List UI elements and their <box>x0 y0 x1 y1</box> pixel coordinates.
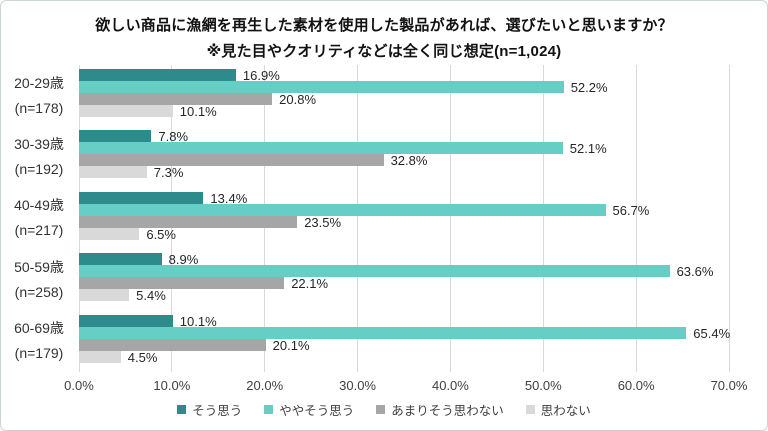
legend-swatch <box>525 405 535 414</box>
bar <box>79 338 266 351</box>
bar-value-label: 4.5% <box>127 349 158 365</box>
bar <box>79 154 384 167</box>
bar <box>79 326 687 339</box>
bar-value-label: 22.1% <box>291 276 329 292</box>
category-sublabel: (n=192) <box>14 161 64 178</box>
category-sublabel: (n=179) <box>14 345 64 362</box>
bar-value-label: 52.1% <box>569 141 607 157</box>
bar <box>79 203 606 216</box>
bar <box>79 265 670 278</box>
legend-label: あまりそう思わない <box>391 404 504 418</box>
bar-value-label: 16.9% <box>242 68 280 83</box>
chart-subtitle: ※見た目やクオリティなどは全く同じ想定(n=1,024) <box>206 43 562 60</box>
bar <box>79 277 285 290</box>
category-label: 20-29歳 <box>14 74 64 91</box>
bar <box>79 227 140 240</box>
legend-item: 思わない <box>525 400 591 419</box>
x-tick-label: 20.0% <box>246 378 284 393</box>
x-tick-label: 10.0% <box>153 378 191 393</box>
bar <box>79 253 162 266</box>
gridline <box>449 65 451 372</box>
bar-value-label: 20.1% <box>272 337 310 353</box>
bar-value-label: 6.5% <box>146 226 176 242</box>
bar-value-label: 52.2% <box>570 80 608 95</box>
category-label-block: 60-69歳 (n=179) <box>1 311 77 372</box>
category-sublabel: (n=258) <box>14 283 64 300</box>
category-label-block: 40-49歳 (n=217) <box>1 188 77 249</box>
bar <box>79 81 564 93</box>
bar <box>79 69 236 81</box>
gridline <box>728 65 730 372</box>
bar-value-label: 20.8% <box>279 92 317 107</box>
legend-label: そう思う <box>192 404 243 418</box>
bar <box>79 93 273 105</box>
category-label: 40-49歳 <box>14 197 64 214</box>
bar <box>79 166 147 179</box>
gridline <box>357 65 359 372</box>
bar <box>79 191 204 204</box>
x-tick-label: 30.0% <box>339 378 376 393</box>
x-tick-label: 70.0% <box>710 378 748 393</box>
bar-value-label: 63.6% <box>676 264 714 280</box>
bar-value-label: 10.1% <box>179 104 217 119</box>
x-tick-label: 0.0% <box>64 378 94 393</box>
category-label-block: 30-39歳 (n=192) <box>1 126 77 187</box>
bar-value-label: 23.5% <box>304 214 342 230</box>
legend: そう思う ややそう思う あまりそう思わない 思わない <box>1 400 767 419</box>
bar <box>79 314 173 327</box>
bar-value-label: 8.9% <box>168 252 199 268</box>
bar <box>79 130 152 143</box>
bar <box>79 289 130 302</box>
x-tick-label: 40.0% <box>431 378 469 393</box>
x-tick-label: 60.0% <box>617 378 655 393</box>
category-label: 30-39歳 <box>14 136 64 153</box>
chart-title: 欲しい商品に漁網を再生した素材を使用した製品があれば、選びたいと思いますか？ <box>95 17 673 34</box>
category-sublabel: (n=178) <box>14 99 64 116</box>
category-label: 60-69歳 <box>14 320 64 337</box>
legend-swatch <box>264 405 274 414</box>
gridline <box>635 65 637 372</box>
bar-value-label: 65.4% <box>693 325 731 341</box>
legend-item: ややそう思う <box>264 400 354 419</box>
bar-value-label: 13.4% <box>210 190 248 206</box>
x-tick-label: 50.0% <box>524 378 562 393</box>
bar-value-label: 32.8% <box>390 153 428 169</box>
legend-label: ややそう思う <box>279 404 355 418</box>
legend-item: そう思う <box>177 400 242 419</box>
gridline <box>542 65 544 372</box>
category-label-block: 20-29歳 (n=178) <box>1 65 77 126</box>
category-label-block: 50-59歳 (n=258) <box>1 249 77 310</box>
category-label: 50-59歳 <box>14 258 64 275</box>
bar <box>79 350 121 363</box>
legend-label: 思わない <box>540 404 591 418</box>
legend-item: あまりそう思わない <box>376 400 504 419</box>
bar-value-label: 7.3% <box>153 165 184 181</box>
category-sublabel: (n=217) <box>14 222 64 239</box>
legend-swatch <box>376 405 386 414</box>
bar-value-label: 5.4% <box>136 288 166 304</box>
bar-value-label: 56.7% <box>612 202 650 218</box>
legend-swatch <box>177 405 187 414</box>
bar-value-label: 7.8% <box>158 129 189 145</box>
bar-value-label: 10.1% <box>179 313 217 329</box>
bar <box>79 215 298 228</box>
bar <box>79 142 563 155</box>
bar <box>79 105 173 117</box>
